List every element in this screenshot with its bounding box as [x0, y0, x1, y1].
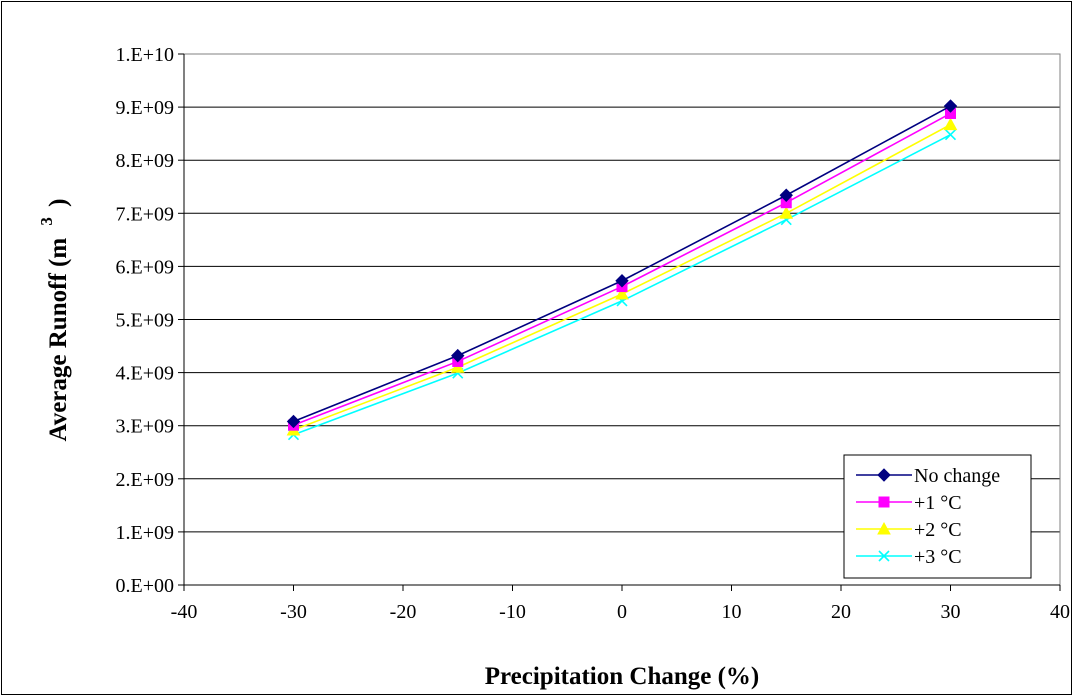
y-tick-label: 5.E+09	[116, 310, 175, 332]
data-point	[944, 129, 957, 141]
series-layer	[286, 99, 958, 441]
legend-marker	[877, 521, 891, 535]
data-point	[615, 286, 629, 300]
legend-marker	[878, 550, 890, 562]
y-tick-label: 2.E+09	[116, 469, 175, 491]
x-axis-title: Precipitation Change (%)	[485, 663, 760, 690]
legend-label: No change	[914, 465, 1000, 487]
data-point	[943, 99, 958, 113]
y-tick-label: 0.E+00	[116, 575, 175, 597]
x-tick-label: 40	[1050, 601, 1070, 623]
data-point	[451, 348, 465, 363]
x-tick-label: -40	[171, 601, 198, 623]
y-tick-label: 7.E+09	[116, 203, 175, 225]
y-tick-label: 6.E+09	[116, 256, 175, 278]
legend-marker	[877, 468, 891, 482]
legend: No change +1 °C +2 °C +3 °C	[843, 454, 1032, 579]
y-tick-label: 4.E+09	[116, 363, 175, 385]
legend-label: +1 °C	[914, 492, 962, 514]
legend-label: +2 °C	[914, 519, 962, 541]
x-tick-label: -20	[390, 601, 417, 623]
y-axis-title-main: Average Runoff (m	[45, 238, 72, 442]
legend-label: +3 °C	[914, 546, 962, 568]
x-tick-label: 10	[722, 601, 742, 623]
y-axis-title: Average Runoff (m 3 )	[31, 199, 72, 442]
svg-text:Average Runoff (m 3: Average Runoff (m 3 )	[31, 199, 72, 442]
legend-item: +1 °C	[856, 492, 962, 514]
y-tick-label: 1.E+09	[116, 522, 175, 544]
x-tick-label: -30	[280, 601, 307, 623]
x-tick-label: 0	[617, 601, 627, 623]
data-point	[286, 414, 301, 429]
series-line	[293, 105, 951, 423]
data-point	[615, 274, 629, 288]
x-tick-label: -10	[499, 601, 526, 623]
x-tick-label: 30	[941, 601, 961, 623]
y-tick-label: 8.E+09	[116, 150, 175, 172]
axes: 0.E+00 1.E+09 2.E+09 3.E+09 4.E+09 5.E+09 6.E+…	[116, 44, 1071, 623]
legend-marker	[878, 496, 890, 508]
legend-item: +3 °C	[856, 546, 962, 568]
y-axis-title-superscript: 3	[37, 217, 56, 226]
y-tick-label: 9.E+09	[116, 97, 175, 119]
y-tick-label: 1.E+10	[116, 44, 175, 66]
legend-item: No change	[856, 465, 1000, 487]
data-point	[779, 188, 793, 202]
data-point	[779, 206, 794, 219]
x-tick-label: 20	[831, 601, 851, 623]
data-point	[943, 117, 958, 131]
y-tick-label: 3.E+09	[116, 416, 175, 438]
legend-item: +2 °C	[856, 519, 962, 541]
y-axis-title-close: )	[45, 199, 72, 207]
